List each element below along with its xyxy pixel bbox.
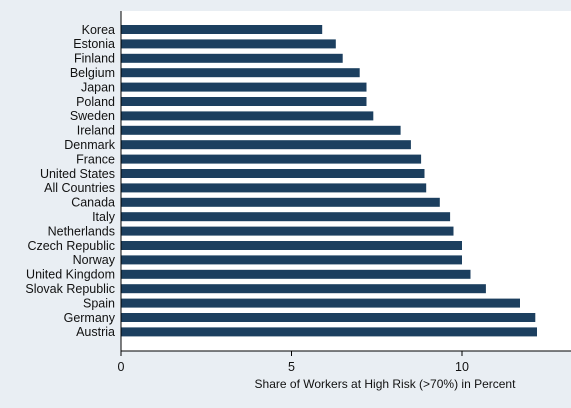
category-label-slovak-republic: Slovak Republic bbox=[25, 282, 115, 296]
category-label-korea: Korea bbox=[82, 23, 115, 37]
bar-norway bbox=[121, 255, 462, 265]
category-label-italy: Italy bbox=[92, 210, 116, 224]
category-label-united-kingdom: United Kingdom bbox=[26, 268, 115, 282]
bar-belgium bbox=[121, 68, 360, 78]
category-label-denmark: Denmark bbox=[64, 138, 115, 152]
bar-korea bbox=[121, 25, 323, 34]
bar-estonia bbox=[121, 39, 336, 49]
bar-all-countries bbox=[121, 183, 427, 193]
category-label-spain: Spain bbox=[83, 296, 115, 310]
bar-austria bbox=[121, 327, 537, 337]
bar-germany bbox=[121, 313, 536, 322]
category-label-sweden: Sweden bbox=[70, 109, 115, 123]
bar-ireland bbox=[121, 125, 401, 135]
bar-canada bbox=[121, 197, 440, 207]
bar-united-states bbox=[121, 169, 425, 178]
bar-denmark bbox=[121, 140, 411, 150]
plot-area bbox=[121, 11, 571, 351]
bar-united-kingdom bbox=[121, 269, 471, 279]
x-tick-label-10: 10 bbox=[455, 360, 469, 374]
category-labels: KoreaEstoniaFinlandBelgiumJapanPolandSwe… bbox=[25, 23, 115, 339]
category-label-germany: Germany bbox=[64, 311, 116, 325]
category-label-czech-republic: Czech Republic bbox=[27, 239, 115, 253]
bar-finland bbox=[121, 53, 343, 63]
bar-netherlands bbox=[121, 226, 454, 236]
bar-france bbox=[121, 154, 422, 164]
category-label-estonia: Estonia bbox=[73, 37, 115, 51]
category-label-ireland: Ireland bbox=[77, 124, 115, 138]
bar-slovak-republic bbox=[121, 284, 486, 294]
category-label-united-states: United States bbox=[40, 167, 115, 181]
category-label-france: France bbox=[76, 152, 115, 166]
category-label-netherlands: Netherlands bbox=[48, 224, 115, 238]
category-label-norway: Norway bbox=[73, 253, 116, 267]
bar-poland bbox=[121, 97, 367, 106]
x-tick-label-0: 0 bbox=[118, 360, 125, 374]
bar-spain bbox=[121, 298, 520, 308]
category-label-canada: Canada bbox=[71, 196, 115, 210]
bar-japan bbox=[121, 82, 367, 92]
category-label-finland: Finland bbox=[74, 52, 115, 66]
category-label-japan: Japan bbox=[81, 80, 115, 94]
category-label-belgium: Belgium bbox=[70, 66, 115, 80]
bar-czech-republic bbox=[121, 241, 462, 250]
x-axis-ticks: 0 5 10 bbox=[118, 351, 469, 374]
category-label-poland: Poland bbox=[76, 95, 115, 109]
bar-italy bbox=[121, 212, 451, 222]
category-label-austria: Austria bbox=[76, 325, 115, 339]
bar-sweden bbox=[121, 111, 374, 121]
x-tick-label-5: 5 bbox=[288, 360, 295, 374]
category-label-all-countries: All Countries bbox=[44, 181, 115, 195]
bars-group bbox=[121, 25, 537, 337]
x-axis-title: Share of Workers at High Risk (>70%) in … bbox=[255, 377, 517, 391]
